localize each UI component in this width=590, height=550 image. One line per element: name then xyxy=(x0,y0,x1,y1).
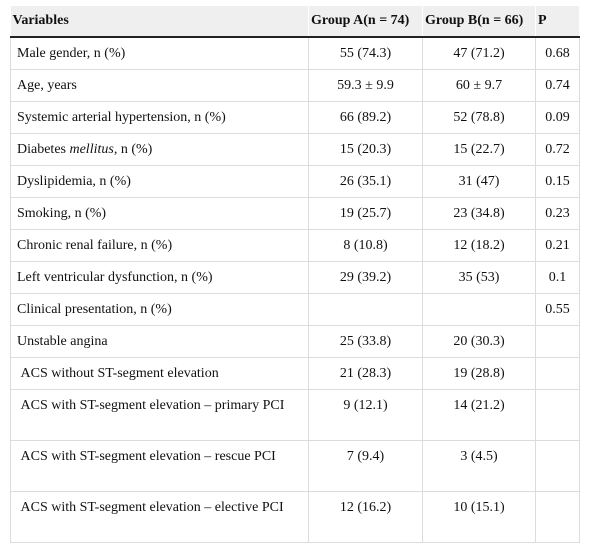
group-a-value: 21 (28.3) xyxy=(308,357,423,390)
variable-cell: ACS with ST-segment elevation – rescue P… xyxy=(10,440,309,492)
group-b-value: 52 (78.8) xyxy=(422,101,536,134)
group-a-value: 66 (89.2) xyxy=(308,101,423,134)
group-b-value: 47 (71.2) xyxy=(422,37,536,70)
variable-label: Smoking, n (%) xyxy=(17,206,107,221)
variable-cell: Unstable angina xyxy=(10,325,309,358)
p-value: 0.68 xyxy=(535,37,580,70)
group-b-value xyxy=(422,293,536,326)
table-row: ACS with ST-segment elevation – primary … xyxy=(10,389,580,441)
p-value: 0.15 xyxy=(535,165,580,198)
variable-cell: ACS without ST-segment elevation xyxy=(10,357,309,390)
group-b-value: 15 (22.7) xyxy=(422,133,536,166)
group-a-value: 59.3 ± 9.9 xyxy=(308,69,423,102)
variable-label: ACS with ST-segment elevation – elective… xyxy=(17,500,284,515)
variable-cell: Diabetes mellitus, n (%) xyxy=(10,133,309,166)
header-group-b: Group B(n = 66) xyxy=(422,6,536,38)
table-row: ACS with ST-segment elevation – rescue P… xyxy=(10,440,580,492)
group-b-value: 12 (18.2) xyxy=(422,229,536,262)
table-row: Age, years 59.3 ± 9.9 60 ± 9.7 0.74 xyxy=(10,69,580,102)
variable-cell: ACS with ST-segment elevation – elective… xyxy=(10,491,309,543)
variable-label: Diabetes xyxy=(17,142,70,157)
variable-label: Systemic arterial hypertension, n (%) xyxy=(17,110,226,125)
variable-label: ACS with ST-segment elevation – primary … xyxy=(17,398,285,413)
table-row: Diabetes mellitus, n (%) 15 (20.3) 15 (22.… xyxy=(10,133,580,166)
table-row: Unstable angina 25 (33.8) 20 (30.3) xyxy=(10,325,580,358)
p-value xyxy=(535,491,580,543)
group-a-value: 25 (33.8) xyxy=(308,325,423,358)
variable-cell: Dyslipidemia, n (%) xyxy=(10,165,309,198)
variable-label: Male gender, n (%) xyxy=(17,46,126,61)
variable-label: Chronic renal failure, n (%) xyxy=(17,238,173,253)
p-value: 0.74 xyxy=(535,69,580,102)
variable-label: ACS with ST-segment elevation – rescue P… xyxy=(17,449,276,464)
variable-label: ACS without ST-segment elevation xyxy=(17,366,219,381)
table-row: Left ventricular dysfunction, n (%) 29 (3… xyxy=(10,261,580,294)
variable-cell: Male gender, n (%) xyxy=(10,37,309,70)
header-row: Variables Group A(n = 74) Group B(n = 66… xyxy=(10,6,580,38)
variable-cell: Chronic renal failure, n (%) xyxy=(10,229,309,262)
p-value: 0.23 xyxy=(535,197,580,230)
header-variables: Variables xyxy=(10,6,309,38)
variable-label: Unstable angina xyxy=(17,334,108,349)
variable-label: Age, years xyxy=(17,78,77,93)
group-b-value: 31 (47) xyxy=(422,165,536,198)
group-a-value: 7 (9.4) xyxy=(308,440,423,492)
table-row: Smoking, n (%) 19 (25.7) 23 (34.8) 0.23 xyxy=(10,197,580,230)
variable-label: Dyslipidemia, n (%) xyxy=(17,174,131,189)
table-row: Clinical presentation, n (%) 0.55 xyxy=(10,293,580,326)
group-b-value: 10 (15.1) xyxy=(422,491,536,543)
group-a-value: 8 (10.8) xyxy=(308,229,423,262)
table-row: Systemic arterial hypertension, n (%) 66 … xyxy=(10,101,580,134)
p-value: 0.55 xyxy=(535,293,580,326)
variable-cell: Smoking, n (%) xyxy=(10,197,309,230)
group-a-value: 19 (25.7) xyxy=(308,197,423,230)
table-row: ACS without ST-segment elevation 21 (28.3… xyxy=(10,357,580,390)
p-value xyxy=(535,440,580,492)
baseline-characteristics-table: Variables Group A(n = 74) Group B(n = 66… xyxy=(10,6,580,543)
table-container: Variables Group A(n = 74) Group B(n = 66… xyxy=(10,6,580,543)
p-value: 0.21 xyxy=(535,229,580,262)
group-a-value: 9 (12.1) xyxy=(308,389,423,441)
p-value: 0.1 xyxy=(535,261,580,294)
group-a-value: 55 (74.3) xyxy=(308,37,423,70)
p-value: 0.72 xyxy=(535,133,580,166)
group-a-value: 26 (35.1) xyxy=(308,165,423,198)
variable-cell: ACS with ST-segment elevation – primary … xyxy=(10,389,309,441)
variable-cell: Systemic arterial hypertension, n (%) xyxy=(10,101,309,134)
table-body: Male gender, n (%) 55 (74.3) 47 (71.2) 0.68… xyxy=(10,37,580,543)
table-header: Variables Group A(n = 74) Group B(n = 66… xyxy=(10,6,580,38)
table-row: Male gender, n (%) 55 (74.3) 47 (71.2) 0.68 xyxy=(10,37,580,70)
group-b-value: 23 (34.8) xyxy=(422,197,536,230)
p-value: 0.09 xyxy=(535,101,580,134)
group-b-value: 35 (53) xyxy=(422,261,536,294)
header-p-value: P xyxy=(535,6,580,38)
variable-cell: Left ventricular dysfunction, n (%) xyxy=(10,261,309,294)
group-a-value: 29 (39.2) xyxy=(308,261,423,294)
table-row: Chronic renal failure, n (%) 8 (10.8) 12 (… xyxy=(10,229,580,262)
group-b-value: 3 (4.5) xyxy=(422,440,536,492)
p-value xyxy=(535,357,580,390)
header-group-a: Group A(n = 74) xyxy=(308,6,423,38)
table-row: ACS with ST-segment elevation – elective… xyxy=(10,491,580,543)
group-b-value: 60 ± 9.7 xyxy=(422,69,536,102)
variable-label-suffix: , n (%) xyxy=(113,142,153,157)
variable-label-italic: mellitus xyxy=(69,142,114,157)
group-a-value xyxy=(308,293,423,326)
group-b-value: 14 (21.2) xyxy=(422,389,536,441)
variable-cell: Clinical presentation, n (%) xyxy=(10,293,309,326)
p-value xyxy=(535,389,580,441)
variable-label: Clinical presentation, n (%) xyxy=(17,302,172,317)
group-a-value: 15 (20.3) xyxy=(308,133,423,166)
table-row: Dyslipidemia, n (%) 26 (35.1) 31 (47) 0.15 xyxy=(10,165,580,198)
variable-label: Left ventricular dysfunction, n (%) xyxy=(17,270,213,285)
p-value xyxy=(535,325,580,358)
group-a-value: 12 (16.2) xyxy=(308,491,423,543)
group-b-value: 19 (28.8) xyxy=(422,357,536,390)
variable-cell: Age, years xyxy=(10,69,309,102)
group-b-value: 20 (30.3) xyxy=(422,325,536,358)
